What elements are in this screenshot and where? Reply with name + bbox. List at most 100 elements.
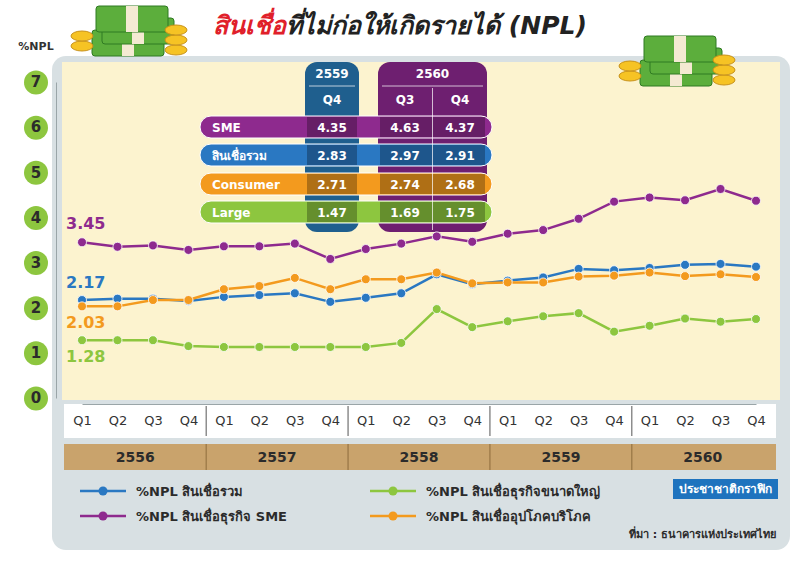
x-tick: Q2 <box>676 413 695 428</box>
value-labels: 2.171.283.452.03 <box>66 214 105 366</box>
table-row-pill <box>200 144 492 166</box>
chart-root: สินเชื่อที่ไม่ก่อให้เกิดรายได้ (NPL)0123… <box>0 0 800 565</box>
y-tick: 6 <box>24 116 56 140</box>
x-tick-label: Q2 <box>534 413 553 428</box>
x-tick: Q4 <box>322 413 341 428</box>
series-marker <box>113 302 122 311</box>
table-value: 4.63 <box>390 121 420 135</box>
series-marker <box>219 285 228 294</box>
value-label: 2.03 <box>66 313 105 332</box>
x-axis: Q1Q2Q3Q4Q1Q2Q3Q4Q1Q2Q3Q4Q1Q2Q3Q4Q1Q2Q3Q4 <box>73 405 766 429</box>
table-value: 2.74 <box>390 178 420 192</box>
coin <box>619 71 641 81</box>
y-tick-label: 2 <box>31 299 41 317</box>
series-marker <box>539 312 548 321</box>
bill-band <box>126 6 138 32</box>
year-band-separator <box>489 444 490 470</box>
series-marker <box>255 282 264 291</box>
series-marker <box>752 273 761 282</box>
coin <box>165 45 187 55</box>
x-tick-label: Q3 <box>428 413 447 428</box>
series-marker <box>468 280 477 289</box>
y-tick-badge <box>24 387 48 411</box>
year-band-separator <box>348 444 349 470</box>
legend-label: %NPL สินเชื่ออุปโภคบริโภค <box>426 507 591 525</box>
y-tick-label: 7 <box>31 73 41 91</box>
series-marker <box>290 273 299 282</box>
table-value: 2.71 <box>317 178 347 192</box>
series-marker <box>184 296 193 305</box>
series-marker <box>539 226 548 235</box>
x-tick-label: Q2 <box>251 413 270 428</box>
legend-item: %NPL สินเชื่อธุรกิจขนาดใหญ่ <box>370 482 600 500</box>
credit: ประชาชาติกราฟิก <box>679 482 772 496</box>
y-tick-label: 1 <box>31 344 41 362</box>
table-header-rule <box>309 86 355 87</box>
table-group-label: 2560 <box>416 67 449 81</box>
x-tick-label: Q1 <box>215 413 234 428</box>
series-marker <box>432 305 441 314</box>
series-marker <box>148 296 157 305</box>
x-tick-label: Q2 <box>393 413 412 428</box>
series-marker <box>255 291 264 300</box>
y-axis-line <box>56 83 57 399</box>
y-tick-badge <box>24 251 48 275</box>
table-value: 1.75 <box>445 206 475 220</box>
value-label: 2.17 <box>66 273 105 292</box>
series-marker <box>397 239 406 248</box>
legend-item: %NPL สินเชื่อธุรกิจ SME <box>80 507 287 525</box>
legend-swatch-marker <box>99 512 108 521</box>
x-tick: Q4 <box>605 413 624 428</box>
series-marker <box>78 336 87 345</box>
x-tick: Q3 <box>286 413 305 428</box>
y-tick-label: 6 <box>31 118 41 136</box>
series-marker <box>397 289 406 298</box>
series-marker <box>326 297 335 306</box>
x-tick: Q3 <box>428 413 447 428</box>
legend-label: %NPL สินเชื่อธุรกิจขนาดใหญ่ <box>426 482 600 500</box>
series-marker <box>503 278 512 287</box>
x-tick: Q1 <box>357 413 376 428</box>
table-value: 2.91 <box>445 149 475 163</box>
series-marker <box>361 275 370 284</box>
series-marker <box>752 196 761 205</box>
series-marker <box>468 323 477 332</box>
legend-swatch-marker <box>99 487 108 496</box>
x-group-label: 2560 <box>683 449 722 465</box>
table-value: 1.69 <box>390 206 420 220</box>
x-tick: Q3 <box>144 413 163 428</box>
x-tick: Q4 <box>180 413 199 428</box>
x-tick: Q4 <box>747 413 766 428</box>
coin <box>165 35 187 45</box>
plot-data <box>78 184 761 351</box>
series-marker <box>219 242 228 251</box>
x-tick: Q2 <box>109 413 128 428</box>
x-group-label: 2556 <box>116 449 155 465</box>
series-marker <box>326 254 335 263</box>
legend: %NPL สินเชื่อรวม%NPL สินเชื่อธุรกิจขนาดใ… <box>80 482 600 525</box>
outer-panel <box>52 56 790 550</box>
y-tick: 4 <box>24 206 56 230</box>
y-tick-label: 4 <box>31 209 41 227</box>
x-tick-label: Q3 <box>712 413 731 428</box>
series-line <box>82 273 756 307</box>
series-marker <box>361 342 370 351</box>
series-marker <box>361 245 370 254</box>
series-line <box>82 189 756 259</box>
y-tick-label: 0 <box>31 389 41 407</box>
value-label: 1.28 <box>66 347 105 366</box>
y-tick: 7 <box>24 71 56 95</box>
y-tick-label: 3 <box>31 254 41 272</box>
series-marker <box>113 336 122 345</box>
bill <box>644 36 716 62</box>
y-axis: 01234567 <box>24 71 57 411</box>
table-row-label: Large <box>212 206 250 220</box>
x-tick-label: Q1 <box>357 413 376 428</box>
table-column-rule <box>432 88 433 230</box>
table-group-label: 2559 <box>315 67 348 81</box>
y-tick: 3 <box>24 251 56 275</box>
x-tick-label: Q1 <box>73 413 92 428</box>
inset-table: SMEสินเชื่อรวมConsumerLarge2559Q44.352.8… <box>200 62 492 232</box>
legend-swatch-marker <box>389 512 398 521</box>
x-tick-label: Q1 <box>499 413 518 428</box>
